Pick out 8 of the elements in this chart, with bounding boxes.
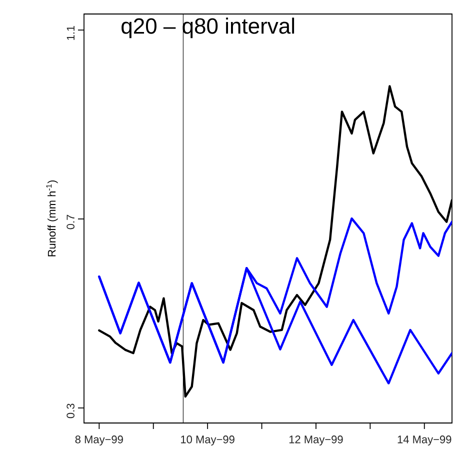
x-tick-label: 14 May−99: [398, 436, 452, 446]
x-tick-label: 10 May−99: [181, 436, 234, 446]
y-tick-label: 0.7: [66, 214, 74, 230]
y-tick-label: 1.1: [66, 26, 74, 40]
x-tick-label: 12 May−99: [289, 436, 343, 446]
x-tick-label: 8 May−99: [75, 436, 123, 446]
y-axis-title: Runoff (mm h$^{-1}$): [46, 180, 58, 256]
y-tick-label: 0.3: [66, 404, 74, 418]
